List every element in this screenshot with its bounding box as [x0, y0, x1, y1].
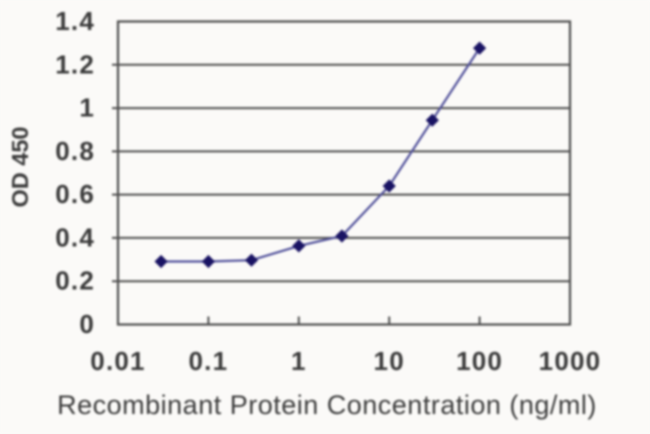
svg-text:0.2: 0.2	[55, 266, 95, 296]
svg-text:0.4: 0.4	[55, 222, 95, 252]
svg-text:0.01: 0.01	[90, 346, 145, 376]
svg-text:0.8: 0.8	[55, 136, 95, 166]
svg-text:10: 10	[374, 346, 405, 376]
svg-text:0: 0	[79, 309, 95, 339]
svg-text:100: 100	[456, 346, 503, 376]
svg-text:1: 1	[291, 346, 307, 376]
svg-text:0.1: 0.1	[189, 346, 229, 376]
svg-text:1: 1	[79, 93, 95, 123]
svg-text:Recombinant Protein Concentrat: Recombinant Protein Concentration (ng/ml…	[57, 390, 597, 420]
svg-text:OD 450: OD 450	[7, 127, 33, 208]
svg-text:1000: 1000	[539, 346, 602, 376]
svg-text:1.2: 1.2	[55, 49, 95, 79]
svg-text:1.4: 1.4	[55, 6, 95, 36]
svg-text:0.6: 0.6	[55, 179, 95, 209]
